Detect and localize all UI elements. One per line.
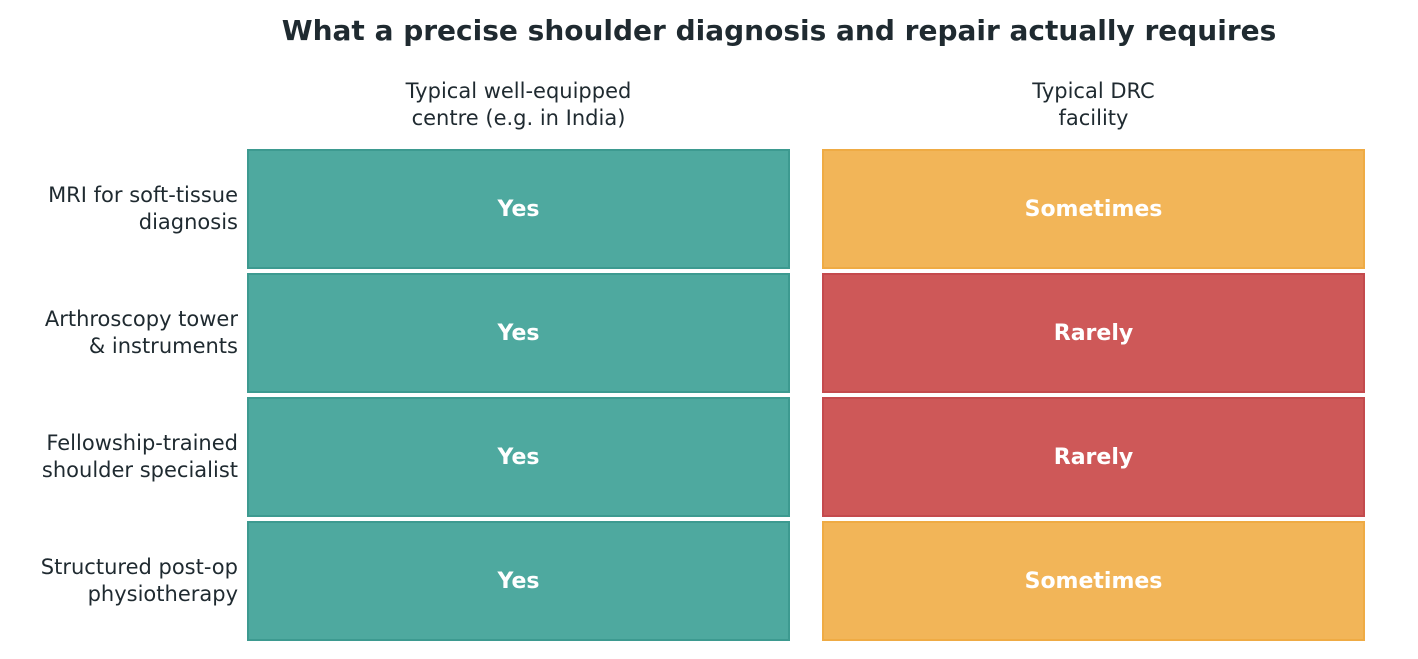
column-header-1: Typical DRC facility: [822, 78, 1365, 132]
row-label-line: diagnosis: [138, 210, 238, 234]
status-cell-rarely: Rarely: [822, 273, 1365, 393]
row-label-1: Arthroscopy tower & instruments: [2, 306, 238, 360]
row-label-line: Structured post-op: [40, 555, 238, 579]
column-header-line: Typical well-equipped: [405, 79, 632, 103]
row-label-3: Structured post-op physiotherapy: [2, 554, 238, 608]
status-cell-sometimes: Sometimes: [822, 149, 1365, 269]
status-cell-rarely: Rarely: [822, 397, 1365, 517]
column-header-0: Typical well-equipped centre (e.g. in Ind…: [247, 78, 790, 132]
status-cell-yes: Yes: [247, 273, 790, 393]
status-cell-yes: Yes: [247, 149, 790, 269]
chart-title: What a precise shoulder diagnosis and re…: [281, 14, 1277, 47]
column-header-line: facility: [1058, 106, 1129, 130]
row-label-line: Fellowship-trained: [46, 431, 238, 455]
row-label-line: Arthroscopy tower: [44, 307, 238, 331]
status-cell-yes: Yes: [247, 397, 790, 517]
row-label-line: shoulder specialist: [41, 458, 238, 482]
row-label-2: Fellowship-trained shoulder specialist: [2, 430, 238, 484]
row-label-0: MRI for soft-tissue diagnosis: [2, 182, 238, 236]
row-label-line: physiotherapy: [87, 582, 238, 606]
status-cell-yes: Yes: [247, 521, 790, 641]
row-label-line: & instruments: [88, 334, 238, 358]
status-cell-sometimes: Sometimes: [822, 521, 1365, 641]
row-label-line: MRI for soft-tissue: [48, 183, 238, 207]
column-header-line: centre (e.g. in India): [411, 106, 626, 130]
column-header-line: Typical DRC: [1032, 79, 1155, 103]
